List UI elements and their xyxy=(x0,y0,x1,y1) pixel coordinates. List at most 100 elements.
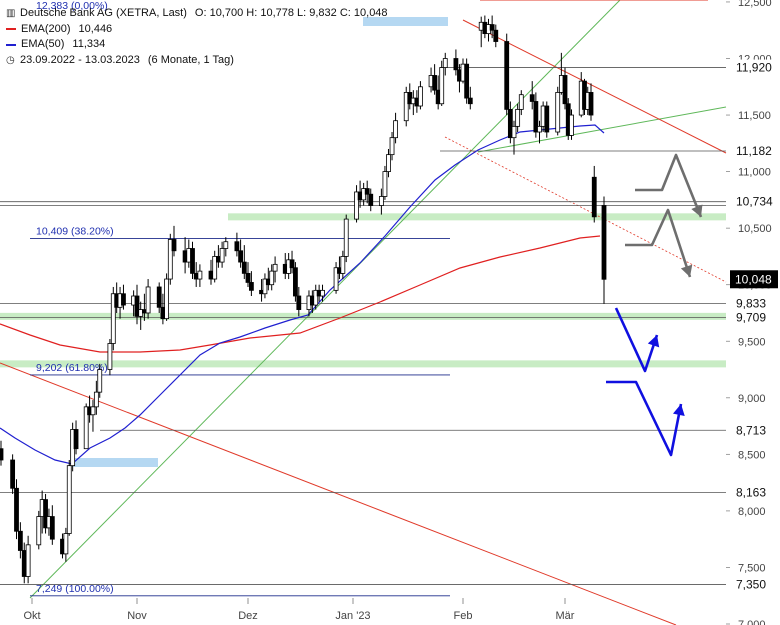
candle-body xyxy=(504,41,510,110)
support-zone xyxy=(0,360,726,368)
bear-scenario-arrow-2-head xyxy=(672,404,685,416)
bull-scenario-arrow-2-head xyxy=(680,264,693,277)
legend-ema50-value: 11,334 xyxy=(72,38,106,50)
bull-scenario-arrow-2 xyxy=(625,208,692,278)
y-tick-label: 9,500 xyxy=(738,336,766,348)
candle-body xyxy=(368,193,374,206)
x-tick-label: Dez xyxy=(238,610,258,622)
candle-body xyxy=(234,241,240,252)
candle-body xyxy=(340,256,346,274)
candle-body xyxy=(601,205,607,280)
scenario-arrows xyxy=(606,153,703,457)
candle-body xyxy=(439,67,445,105)
candle-body xyxy=(21,550,27,577)
candle-body xyxy=(223,241,229,249)
candle-body xyxy=(121,293,126,306)
level-tag-bg xyxy=(730,484,778,501)
candle-body xyxy=(164,278,170,320)
level-tag-label: 10,734 xyxy=(736,195,773,209)
x-tick-label: Jan '23 xyxy=(335,610,370,622)
y-tick-label: 11,000 xyxy=(738,167,771,179)
candle-body xyxy=(17,530,23,551)
y-axis: 7,0007,5008,0008,5009,0009,50010,00010,5… xyxy=(726,0,778,625)
legend-period: 23.09.2022 - 13.03.2023 xyxy=(20,53,140,66)
legend-period-row: ◷ 23.09.2022 - 13.03.2023 (6 Monate, 1 T… xyxy=(6,53,388,69)
y-tick-label: 8,000 xyxy=(738,506,766,518)
legend-title-row: ▥ Deutsche Bank AG (XETRA, Last) O: 10,7… xyxy=(6,6,388,22)
bear-scenario-arrow-1-head xyxy=(647,335,660,348)
candle-body xyxy=(515,108,521,127)
candle-body xyxy=(145,286,151,314)
candle-body xyxy=(489,24,495,31)
y-tick-label: 7,000 xyxy=(738,619,766,625)
candle-body xyxy=(378,196,384,206)
level-tag-label: 9,833 xyxy=(736,297,766,311)
uptrend-line-2 xyxy=(477,106,727,153)
level-tag-label: 8,163 xyxy=(736,485,766,499)
candle-body xyxy=(156,286,162,308)
candle-body xyxy=(83,406,89,450)
candle-body xyxy=(343,218,349,257)
fib-label: 10,409 (38.20%) xyxy=(36,225,114,237)
candle-body xyxy=(591,176,597,218)
candle-body xyxy=(389,137,395,156)
level-tag-label: 11,920 xyxy=(736,61,772,75)
ema200-swatch xyxy=(6,28,16,31)
candle-body xyxy=(333,267,339,291)
candle-body xyxy=(0,448,4,461)
bull-scenario-arrow-1 xyxy=(635,153,703,218)
downtrend-line xyxy=(0,362,677,625)
candlestick-icon: ▥ xyxy=(6,8,16,19)
candle-body xyxy=(190,248,195,274)
candle-body xyxy=(14,487,19,532)
candle-body xyxy=(393,120,398,139)
candle-body xyxy=(354,191,359,220)
clock-icon: ◷ xyxy=(6,54,15,66)
candle-body xyxy=(171,239,177,252)
ema50-swatch xyxy=(6,43,16,46)
downtrend-dotted xyxy=(444,136,727,283)
candle-body xyxy=(49,516,55,540)
y-tick-label: 8,500 xyxy=(738,449,766,461)
level-tag-bg xyxy=(730,422,778,439)
level-tag-label: 11,182 xyxy=(736,144,772,158)
fib-label: 9,202 (61.80%) xyxy=(36,362,108,374)
candle-body xyxy=(403,92,409,122)
legend-ema200-value: 10,446 xyxy=(78,22,113,35)
legend-ema200-row: EMA(200) 10,446 xyxy=(6,22,388,38)
y-tick-label: 9,000 xyxy=(738,393,766,405)
candle-body xyxy=(588,92,594,116)
candle-body xyxy=(63,533,69,555)
y-tick-label: 12,500 xyxy=(738,0,772,9)
chart-grid: 10,409 (38.20%) 9,202 (61.80%) 7,249 (100.… xyxy=(0,0,726,597)
y-tick-label: 10,500 xyxy=(738,223,772,235)
chart-legend: ▥ Deutsche Bank AG (XETRA, Last) O: 10,7… xyxy=(6,6,388,68)
level-tag-label: 8,713 xyxy=(736,423,766,437)
candle-body xyxy=(382,171,388,197)
level-tag-bg xyxy=(730,295,778,312)
level-tag-bg xyxy=(730,143,778,160)
candle-body xyxy=(418,86,423,107)
candle-body xyxy=(562,75,568,105)
candle-body xyxy=(529,94,535,102)
candle-body xyxy=(442,58,448,68)
candle-body xyxy=(507,108,513,139)
candle-body xyxy=(320,289,325,297)
y-tick-label: 7,500 xyxy=(738,562,766,574)
bear-scenario-arrow-2 xyxy=(606,380,683,457)
candle-body xyxy=(555,92,561,133)
legend-title: Deutsche Bank AG (XETRA, Last) xyxy=(20,7,187,19)
candle-body xyxy=(296,295,302,310)
candle-body xyxy=(241,261,247,274)
x-tick-label: Okt xyxy=(23,610,40,622)
candle-body xyxy=(93,391,99,408)
candle-body xyxy=(289,259,295,269)
ema50-path xyxy=(0,124,605,465)
level-tag-label: 9,709 xyxy=(736,311,766,325)
highlight-box-low xyxy=(72,458,158,467)
candle-body xyxy=(467,97,473,105)
candle-body xyxy=(10,459,16,489)
ema200-line xyxy=(0,235,601,353)
highlight-box-top xyxy=(363,17,448,26)
